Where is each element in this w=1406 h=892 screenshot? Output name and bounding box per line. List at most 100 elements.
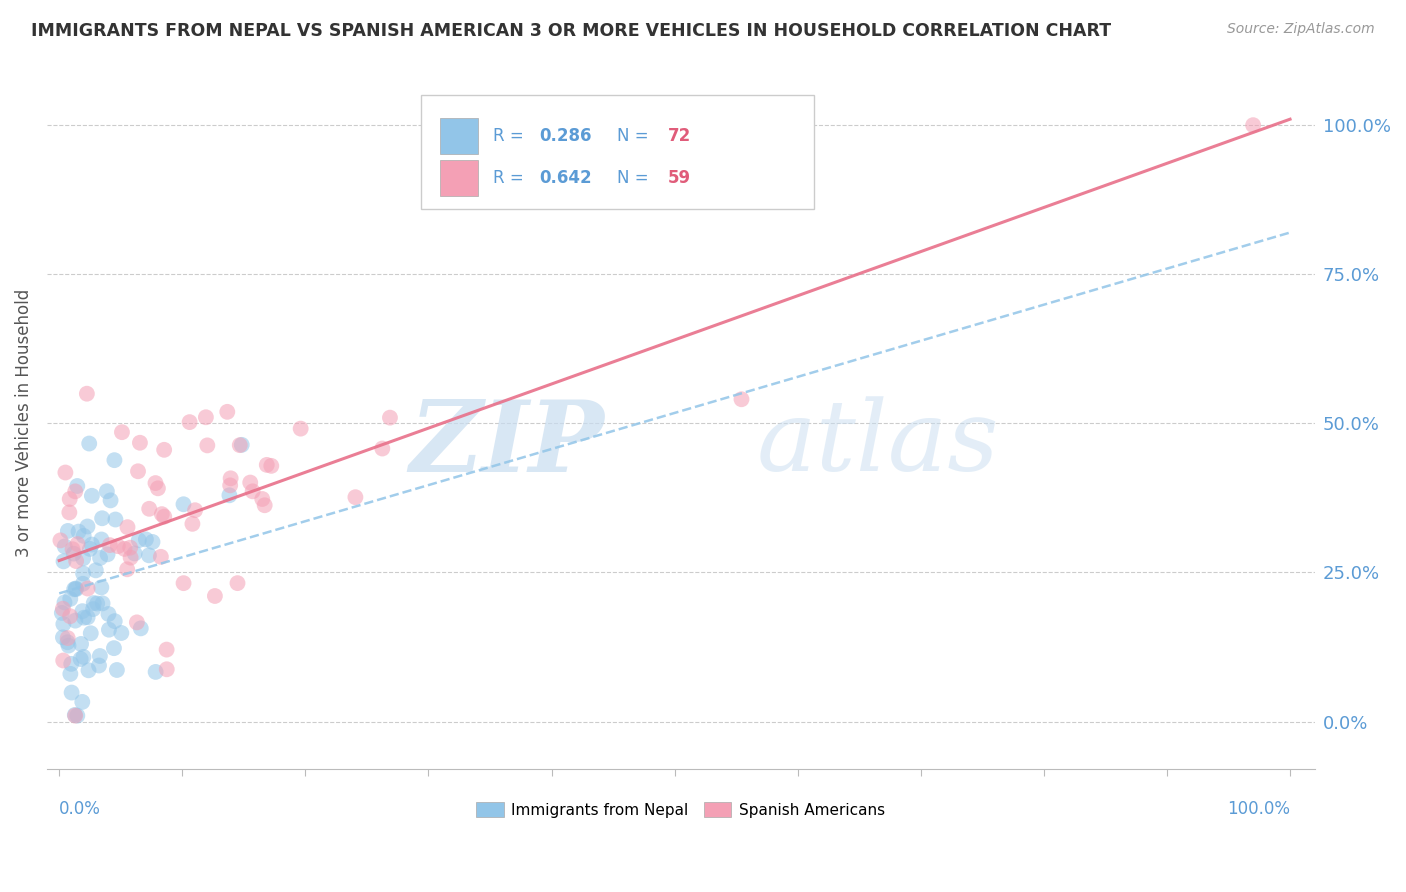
Point	[65, 582, 87, 597]
Point	[378, 410, 401, 425]
Point	[173, 497, 195, 511]
Point	[242, 484, 264, 499]
Point	[124, 546, 146, 560]
Point	[129, 621, 152, 635]
Point	[96, 484, 118, 499]
Point	[80, 626, 103, 640]
Point	[156, 662, 179, 676]
Point	[82, 602, 104, 616]
Text: N =: N =	[617, 128, 654, 145]
Point	[53, 595, 76, 609]
Point	[60, 685, 83, 699]
Point	[86, 597, 108, 611]
Point	[204, 589, 226, 603]
Text: R =: R =	[494, 169, 529, 186]
Point	[56, 635, 79, 649]
Text: IMMIGRANTS FROM NEPAL VS SPANISH AMERICAN 3 OR MORE VEHICLES IN HOUSEHOLD CORREL: IMMIGRANTS FROM NEPAL VS SPANISH AMERICA…	[31, 22, 1111, 40]
Point	[83, 596, 105, 610]
Point	[149, 549, 172, 564]
Text: ZIP: ZIP	[409, 396, 605, 492]
Point	[104, 512, 127, 526]
Point	[138, 549, 160, 563]
Point	[128, 533, 150, 548]
Point	[65, 614, 87, 628]
Point	[145, 665, 167, 679]
Point	[231, 438, 253, 452]
Point	[1241, 118, 1264, 132]
Point	[72, 695, 94, 709]
Point	[179, 415, 201, 429]
Point	[91, 596, 114, 610]
Point	[72, 604, 94, 618]
Point	[72, 551, 94, 566]
Point	[66, 537, 89, 551]
Point	[125, 615, 148, 630]
Point	[79, 541, 101, 556]
Text: 0.0%: 0.0%	[59, 800, 101, 818]
Text: N =: N =	[617, 169, 654, 186]
Point	[72, 566, 94, 581]
Point	[252, 491, 274, 506]
Point	[73, 529, 96, 543]
Point	[127, 464, 149, 478]
Text: 59: 59	[668, 169, 692, 186]
Text: 100.0%: 100.0%	[1227, 800, 1291, 818]
Point	[103, 641, 125, 656]
Point	[80, 489, 103, 503]
Point	[76, 610, 98, 624]
Point	[120, 541, 142, 555]
Point	[80, 537, 103, 551]
Point	[59, 609, 82, 624]
Point	[56, 631, 79, 645]
Bar	[440, 119, 478, 154]
Point	[58, 505, 80, 519]
Text: 0.286: 0.286	[538, 128, 592, 145]
Point	[184, 503, 207, 517]
Point	[60, 657, 83, 671]
Point	[173, 576, 195, 591]
Point	[141, 535, 163, 549]
Point	[77, 436, 100, 450]
Point	[52, 653, 75, 667]
Point	[62, 542, 84, 557]
Point	[105, 663, 128, 677]
Point	[66, 479, 89, 493]
Point	[52, 601, 75, 615]
Point	[150, 507, 173, 521]
Point	[239, 475, 262, 490]
Point	[156, 642, 179, 657]
Point	[67, 524, 90, 539]
Point	[104, 614, 127, 628]
FancyBboxPatch shape	[420, 95, 814, 209]
Point	[153, 442, 176, 457]
Text: Source: ZipAtlas.com: Source: ZipAtlas.com	[1227, 22, 1375, 37]
Point	[290, 422, 312, 436]
Point	[226, 576, 249, 591]
Point	[62, 547, 84, 561]
Bar	[440, 160, 478, 195]
Point	[59, 666, 82, 681]
Point	[76, 519, 98, 533]
Point	[107, 539, 129, 553]
Point	[53, 540, 76, 554]
Point	[89, 551, 111, 566]
Point	[256, 458, 278, 472]
Point	[84, 563, 107, 577]
Point	[103, 453, 125, 467]
Point	[73, 610, 96, 624]
Point	[260, 458, 283, 473]
Point	[56, 524, 79, 538]
Point	[194, 410, 217, 425]
Point	[51, 606, 73, 620]
Point	[97, 623, 120, 637]
Point	[72, 576, 94, 591]
Point	[219, 478, 242, 492]
Point	[66, 708, 89, 723]
Point	[218, 488, 240, 502]
Point	[146, 481, 169, 495]
Point	[58, 639, 80, 653]
Point	[730, 392, 752, 407]
Point	[195, 438, 218, 452]
Point	[253, 498, 276, 512]
Point	[87, 658, 110, 673]
